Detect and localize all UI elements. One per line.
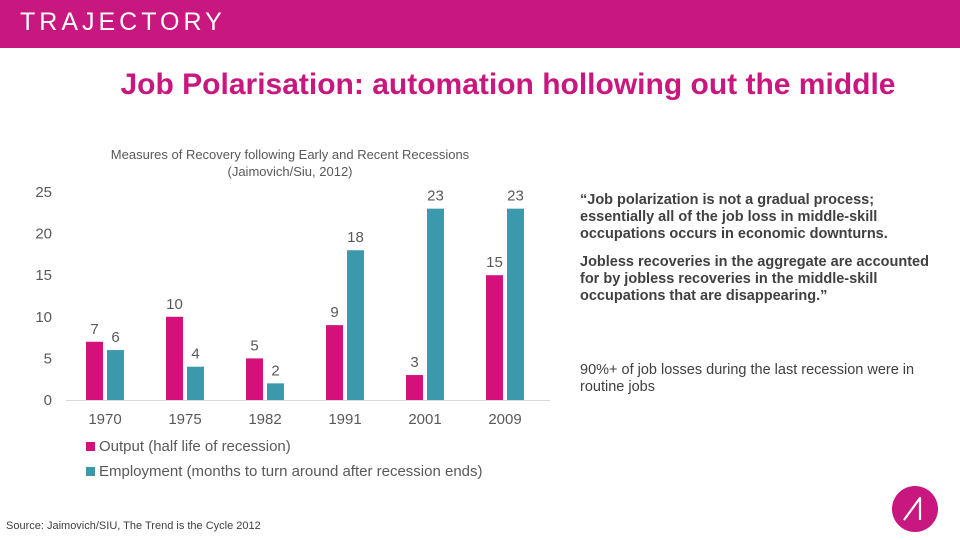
x-tick-label-2001: 2001	[408, 411, 441, 428]
legend-item-output: Output (half life of recession)	[86, 438, 291, 455]
data-label-output-2009: 15	[486, 254, 503, 271]
data-label-employment-2009: 23	[507, 188, 524, 205]
x-tick-label-2009: 2009	[488, 411, 521, 428]
bar-output-1975	[166, 316, 183, 400]
bar-output-2001	[406, 375, 423, 400]
legend-swatch-output	[86, 442, 95, 451]
y-tick-label: 20	[35, 226, 52, 243]
bar-employment-1982	[267, 383, 284, 400]
routine-jobs-note: 90%+ of job losses during the last reces…	[580, 362, 915, 395]
quote-paragraph-2: Jobless recoveries in the aggregate are …	[580, 254, 929, 304]
data-label-employment-1991: 18	[347, 229, 364, 246]
legend-label-employment: Employment (months to turn around after …	[99, 463, 483, 480]
bar-employment-2009	[507, 208, 524, 400]
data-label-output-1970: 7	[90, 321, 98, 338]
source-citation: Source: Jaimovich/SIU, The Trend is the …	[6, 520, 261, 532]
bar-output-1970	[86, 341, 103, 400]
header-bar: TRAJECTORY	[0, 0, 960, 48]
bar-employment-1975	[187, 366, 204, 400]
chart-title-line1: Measures of Recovery following Early and…	[110, 147, 470, 162]
bar-employment-1970	[107, 350, 124, 400]
brand-logo-text: TRAJECTORY	[20, 8, 226, 36]
quote-paragraph-1: “Job polarization is not a gradual proce…	[580, 192, 888, 242]
bar-output-2009	[486, 275, 503, 400]
data-label-output-1982: 5	[250, 337, 258, 354]
y-tick-label: 5	[44, 350, 52, 367]
chart-title-line2: (Jaimovich/Siu, 2012)	[227, 164, 353, 179]
x-tick-label-1975: 1975	[168, 411, 201, 428]
trajectory-logo-icon	[892, 486, 938, 532]
data-label-employment-1970: 6	[111, 329, 119, 346]
data-label-employment-1975: 4	[191, 346, 199, 363]
data-label-employment-1982: 2	[271, 362, 279, 379]
bar-output-1982	[246, 358, 263, 400]
chart-title: Measures of Recovery following Early and…	[95, 146, 485, 180]
page-title: Job Polarisation: automation hollowing o…	[120, 68, 896, 101]
data-label-output-1991: 9	[330, 304, 338, 321]
bar-employment-1991	[347, 250, 364, 400]
data-label-employment-2001: 23	[427, 188, 444, 205]
data-label-output-2001: 3	[410, 354, 418, 371]
x-tick-label-1991: 1991	[328, 411, 361, 428]
y-tick-label: 25	[35, 184, 52, 201]
legend-swatch-employment	[86, 467, 95, 476]
legend-item-employment: Employment (months to turn around after …	[86, 463, 483, 480]
y-tick-label: 10	[35, 309, 52, 326]
legend-label-output: Output (half life of recession)	[99, 438, 291, 455]
y-tick-label: 15	[35, 267, 52, 284]
bar-employment-2001	[427, 208, 444, 400]
y-tick-label: 0	[44, 392, 52, 409]
x-tick-label-1970: 1970	[88, 411, 121, 428]
x-tick-label-1982: 1982	[248, 411, 281, 428]
bar-output-1991	[326, 325, 343, 400]
data-label-output-1975: 10	[166, 296, 183, 313]
